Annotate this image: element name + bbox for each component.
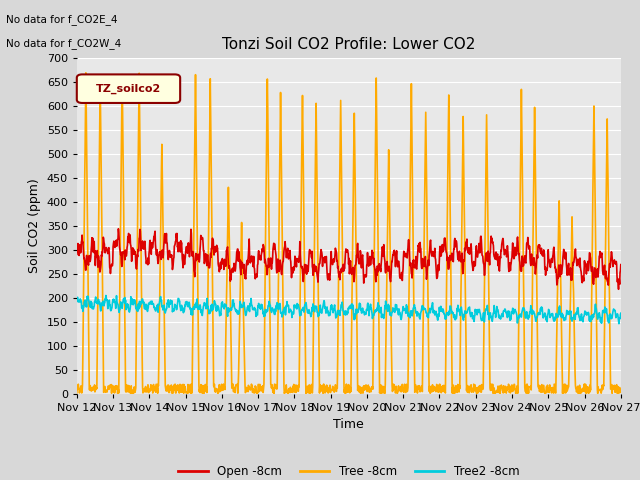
Open -8cm <box>115 226 122 232</box>
Tree2 -8cm <box>553 312 561 318</box>
Legend: Open -8cm, Tree -8cm, Tree2 -8cm: Open -8cm, Tree -8cm, Tree2 -8cm <box>173 460 524 480</box>
Tree -8cm <box>306 391 314 396</box>
Open -8cm <box>195 251 202 257</box>
Tree -8cm <box>255 389 263 395</box>
Tree -8cm <box>434 384 442 390</box>
Open -8cm <box>181 257 189 263</box>
Y-axis label: Soil CO2 (ppm): Soil CO2 (ppm) <box>28 178 41 273</box>
Tree2 -8cm <box>434 317 442 323</box>
Tree -8cm <box>505 383 513 388</box>
Tree -8cm <box>617 389 625 395</box>
Tree2 -8cm <box>505 311 513 317</box>
Tree -8cm <box>195 315 202 321</box>
Text: No data for f_CO2W_4: No data for f_CO2W_4 <box>6 38 122 49</box>
Title: Tonzi Soil CO2 Profile: Lower CO2: Tonzi Soil CO2 Profile: Lower CO2 <box>222 37 476 52</box>
Tree2 -8cm <box>615 321 623 326</box>
Tree2 -8cm <box>195 306 202 312</box>
Open -8cm <box>617 262 625 267</box>
Tree -8cm <box>73 390 81 396</box>
Line: Open -8cm: Open -8cm <box>77 229 621 289</box>
Text: TZ_soilco2: TZ_soilco2 <box>96 84 161 94</box>
Tree -8cm <box>82 70 90 76</box>
Tree2 -8cm <box>102 293 109 299</box>
Tree2 -8cm <box>73 298 81 303</box>
Text: No data for f_CO2E_4: No data for f_CO2E_4 <box>6 14 118 25</box>
FancyBboxPatch shape <box>77 74 180 103</box>
Tree -8cm <box>553 325 561 331</box>
Open -8cm <box>255 252 263 257</box>
Line: Tree -8cm: Tree -8cm <box>77 73 621 394</box>
Tree -8cm <box>181 384 189 389</box>
Line: Tree2 -8cm: Tree2 -8cm <box>77 296 621 324</box>
X-axis label: Time: Time <box>333 418 364 431</box>
Open -8cm <box>553 276 561 281</box>
Tree2 -8cm <box>617 311 625 316</box>
Tree2 -8cm <box>255 302 263 308</box>
Open -8cm <box>434 274 442 280</box>
Open -8cm <box>505 264 513 270</box>
Tree2 -8cm <box>181 302 189 308</box>
Open -8cm <box>614 287 622 292</box>
Open -8cm <box>73 250 81 255</box>
